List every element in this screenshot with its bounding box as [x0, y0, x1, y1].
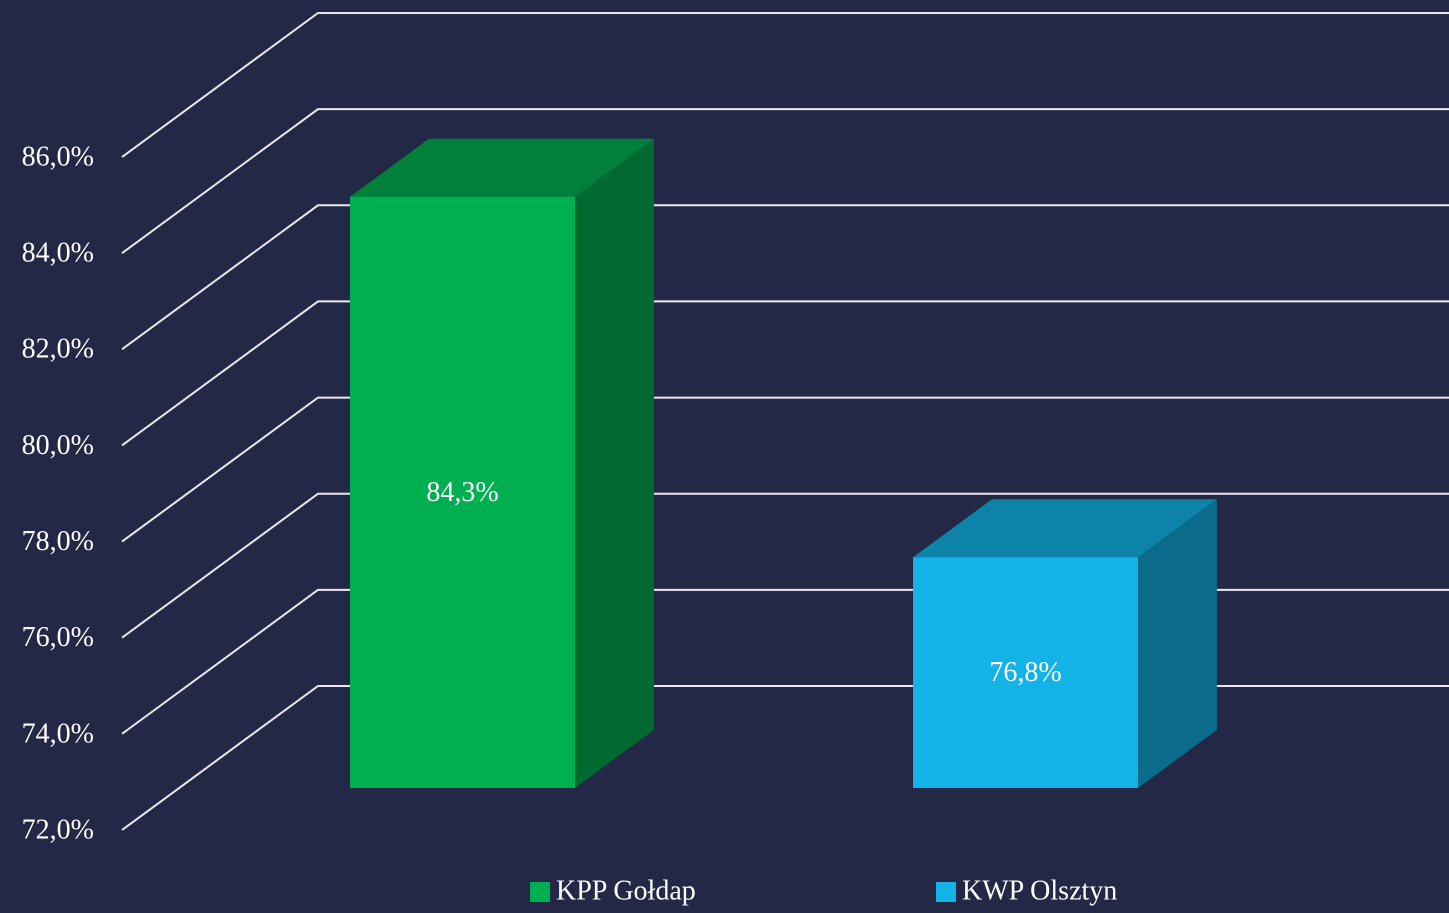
- data-label: 84,3%: [426, 477, 498, 508]
- y-tick-label: 72,0%: [22, 814, 94, 845]
- grid-line: [121, 396, 1449, 543]
- legend-label: KPP Gołdap: [556, 875, 696, 906]
- bar: [913, 557, 1138, 788]
- bar-side: [1138, 499, 1217, 788]
- bar-top: [913, 499, 1217, 558]
- bar-side: [575, 138, 654, 788]
- bar-top: [350, 138, 654, 197]
- grid-line: [121, 588, 1449, 735]
- y-tick-label: 76,0%: [22, 622, 94, 653]
- y-tick-label: 80,0%: [22, 430, 94, 461]
- y-tick-label: 82,0%: [22, 334, 94, 365]
- grid-line: [121, 492, 1449, 639]
- legend-swatch: [936, 882, 956, 902]
- y-tick-label: 84,0%: [22, 238, 94, 269]
- y-tick-label: 78,0%: [22, 526, 94, 557]
- bar: [350, 196, 575, 788]
- grid-line: [121, 685, 1449, 831]
- legend-swatch: [530, 882, 550, 902]
- grid-line: [121, 108, 1449, 254]
- grid-line: [121, 12, 1449, 158]
- grid-line: [121, 204, 1449, 351]
- y-tick-label: 86,0%: [22, 141, 94, 172]
- grid-line: [121, 300, 1449, 447]
- y-tick-label: 74,0%: [22, 718, 94, 749]
- data-label: 76,8%: [989, 657, 1061, 688]
- legend-label: KWP Olsztyn: [962, 875, 1117, 906]
